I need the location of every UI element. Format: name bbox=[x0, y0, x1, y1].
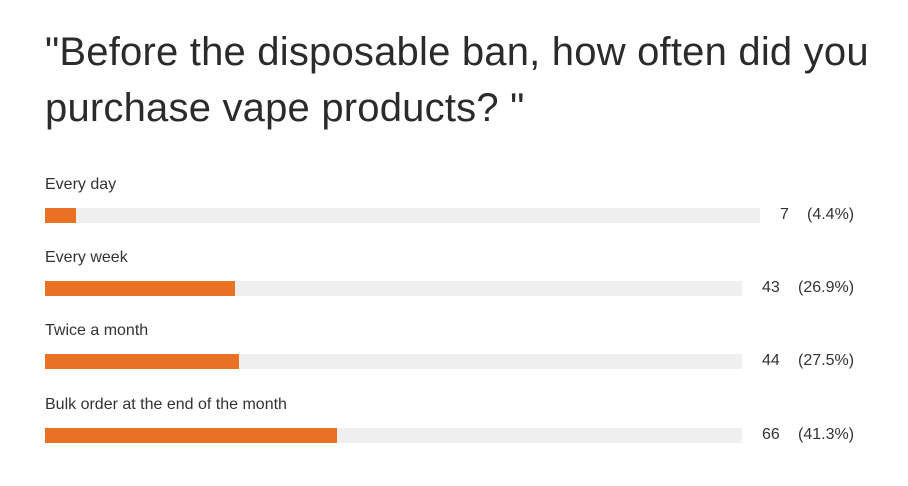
bar-track bbox=[45, 208, 760, 223]
option-percent: (41.3%) bbox=[798, 426, 855, 443]
option-percent: (4.4%) bbox=[807, 206, 855, 223]
option-label: Bulk order at the end of the month bbox=[45, 396, 287, 413]
bar-track bbox=[45, 428, 742, 443]
option-label: Every day bbox=[45, 176, 117, 193]
option-label: Every week bbox=[45, 249, 128, 266]
option-count: 43 bbox=[762, 279, 780, 296]
bar-fill bbox=[45, 428, 337, 443]
option-percent: (26.9%) bbox=[798, 279, 855, 296]
bar-fill bbox=[45, 354, 239, 369]
poll-title: "Before the disposable ban, how often di… bbox=[45, 30, 869, 130]
option-count: 66 bbox=[762, 426, 780, 443]
option-percent: (27.5%) bbox=[798, 352, 855, 369]
bar-fill bbox=[45, 208, 76, 223]
option-count: 7 bbox=[780, 206, 789, 223]
bar-track bbox=[45, 354, 742, 369]
option-label: Twice a month bbox=[45, 322, 149, 339]
option-count: 44 bbox=[762, 352, 780, 369]
bar-fill bbox=[45, 281, 235, 296]
bar-track bbox=[45, 281, 742, 296]
